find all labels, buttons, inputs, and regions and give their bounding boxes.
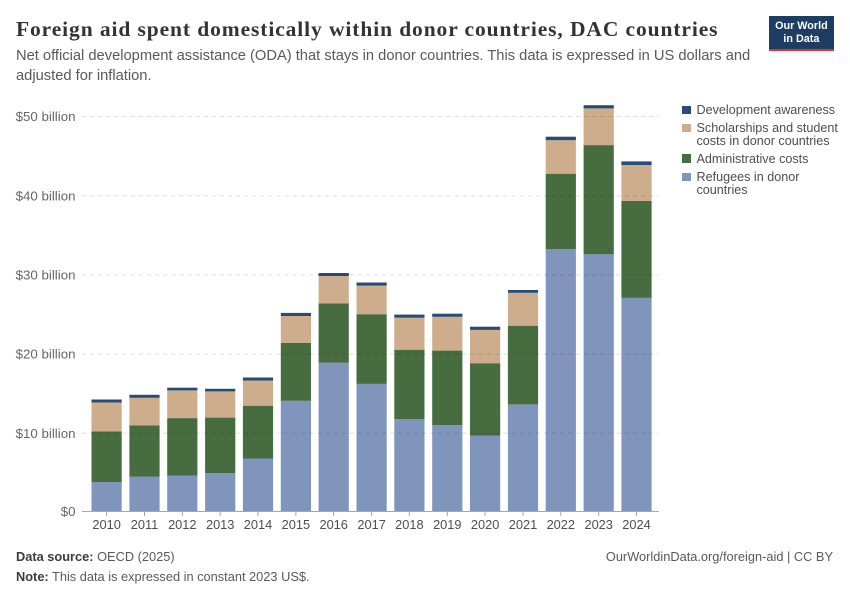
svg-text:2019: 2019 xyxy=(433,517,461,532)
svg-text:$30 billion: $30 billion xyxy=(16,268,76,283)
svg-text:$40 billion: $40 billion xyxy=(16,188,76,203)
svg-text:2022: 2022 xyxy=(547,517,575,532)
svg-text:2013: 2013 xyxy=(206,517,234,532)
svg-text:2011: 2011 xyxy=(131,517,159,532)
svg-text:$10 billion: $10 billion xyxy=(16,426,76,441)
svg-text:2018: 2018 xyxy=(395,517,423,532)
svg-text:2016: 2016 xyxy=(319,517,347,532)
svg-text:2024: 2024 xyxy=(622,517,650,532)
svg-text:$0: $0 xyxy=(61,504,76,519)
svg-text:2012: 2012 xyxy=(168,517,196,532)
svg-text:2015: 2015 xyxy=(282,517,310,532)
svg-text:2020: 2020 xyxy=(471,517,499,532)
svg-text:2023: 2023 xyxy=(584,517,612,532)
svg-text:2021: 2021 xyxy=(509,517,537,532)
svg-text:$50 billion: $50 billion xyxy=(16,109,76,124)
svg-text:$20 billion: $20 billion xyxy=(16,347,76,362)
svg-text:2010: 2010 xyxy=(92,517,120,532)
svg-text:2014: 2014 xyxy=(244,517,272,532)
svg-text:2017: 2017 xyxy=(357,517,385,532)
